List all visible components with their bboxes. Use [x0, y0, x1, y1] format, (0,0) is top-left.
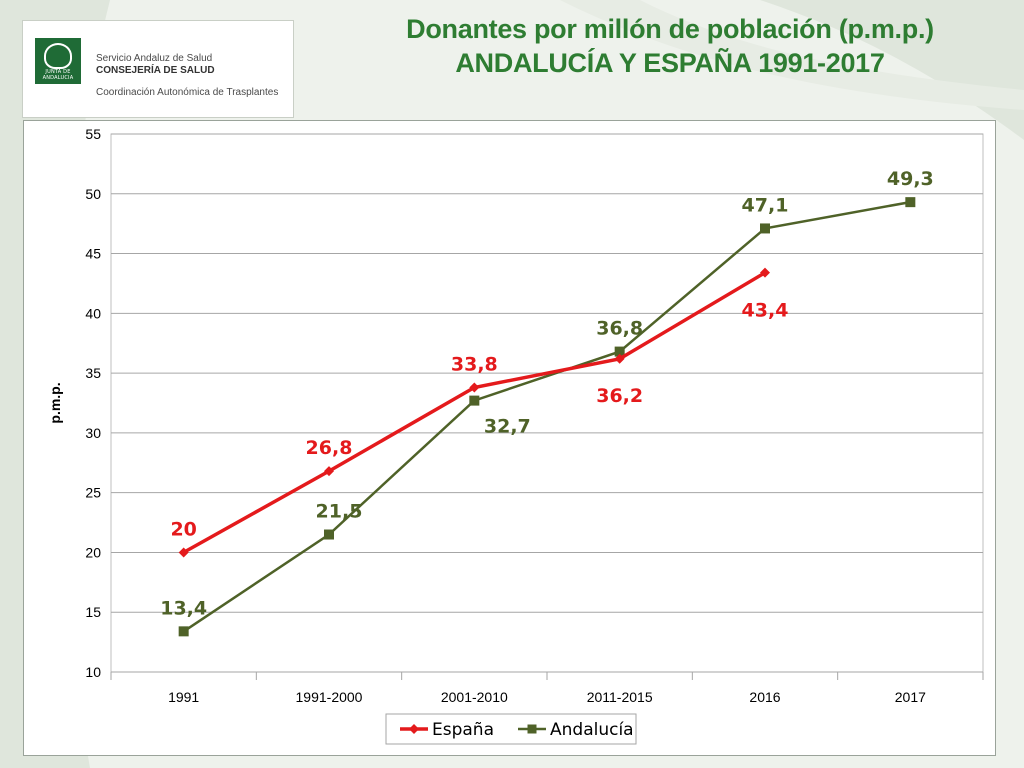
y-tick-label: 40 — [85, 305, 101, 321]
legend-marker — [409, 724, 419, 734]
y-tick-label: 50 — [85, 186, 101, 202]
data-point-espana — [324, 466, 334, 477]
data-point-espana — [178, 547, 189, 558]
y-tick-label: 10 — [85, 664, 101, 680]
x-tick-label: 1991-2000 — [296, 689, 363, 705]
organization-logo: JUNTA DE ANDALUCIA Servicio Andaluz de S… — [22, 20, 294, 118]
x-tick-label: 2016 — [749, 689, 780, 705]
legend-label: Andalucía — [550, 720, 634, 740]
data-label-espana: 26,8 — [306, 437, 353, 459]
legend-label: España — [432, 720, 494, 740]
y-axis-label: p.m.p. — [47, 382, 63, 423]
y-tick-label: 35 — [85, 365, 101, 381]
data-label-espana: 33,8 — [451, 353, 498, 375]
chart-panel: 10 15 20 25 30 35 40 45 50 55 1991 1991-2000 2001-20… — [23, 120, 996, 756]
y-tick-label: 55 — [85, 126, 101, 142]
emblem-text: JUNTA DE ANDALUCIA — [42, 69, 74, 81]
data-label-andalucia: 21,5 — [316, 501, 363, 523]
legend-marker — [527, 724, 537, 734]
x-tick-label: 1991 — [168, 689, 199, 705]
y-tick-label: 45 — [85, 246, 101, 262]
data-point-espana — [760, 267, 770, 278]
data-label-andalucia: 49,3 — [887, 168, 934, 190]
y-tick-label: 25 — [85, 485, 101, 501]
data-label-andalucia: 36,8 — [596, 318, 643, 340]
data-label-andalucia: 47,1 — [742, 194, 789, 216]
junta-emblem-icon: JUNTA DE ANDALUCIA — [35, 38, 81, 84]
data-label-espana: 20 — [170, 518, 196, 540]
logo-service-name: Servicio Andaluz de Salud — [96, 53, 213, 64]
data-label-andalucia: 32,7 — [484, 416, 531, 438]
line-chart: 10 15 20 25 30 35 40 45 50 55 1991 1991-2000 2001-20… — [47, 126, 984, 745]
data-point-espana — [469, 382, 480, 393]
data-point-andalucia — [469, 395, 480, 406]
data-point-andalucia — [905, 197, 916, 208]
data-point-andalucia — [178, 626, 189, 637]
logo-coordination-name: Coordinación Autonómica de Trasplantes — [96, 87, 279, 98]
y-tick-label: 15 — [85, 604, 101, 620]
data-point-andalucia — [614, 346, 625, 357]
y-tick-label: 30 — [85, 425, 101, 441]
logo-department-name: CONSEJERÍA DE SALUD — [96, 65, 215, 76]
x-tick-label: 2001-2010 — [441, 689, 508, 705]
data-label-espana: 43,4 — [742, 300, 789, 322]
series-line-espana — [182, 271, 766, 554]
title-line-1: Donantes por millón de población (p.m.p.… — [406, 14, 934, 44]
x-tick-label: 2011-2015 — [587, 689, 653, 705]
data-label-espana: 36,2 — [596, 385, 643, 407]
data-point-espana — [614, 353, 625, 364]
x-tick-label: 2017 — [895, 689, 926, 705]
data-point-andalucia — [324, 529, 334, 540]
title-line-2: ANDALUCÍA Y ESPAÑA 1991-2017 — [455, 48, 885, 78]
series-line-andalucia — [183, 200, 911, 633]
data-point-andalucia — [760, 223, 770, 234]
y-tick-label: 20 — [85, 544, 101, 560]
page-title: Donantes por millón de población (p.m.p.… — [330, 12, 1010, 80]
data-label-andalucia: 13,4 — [160, 597, 207, 619]
